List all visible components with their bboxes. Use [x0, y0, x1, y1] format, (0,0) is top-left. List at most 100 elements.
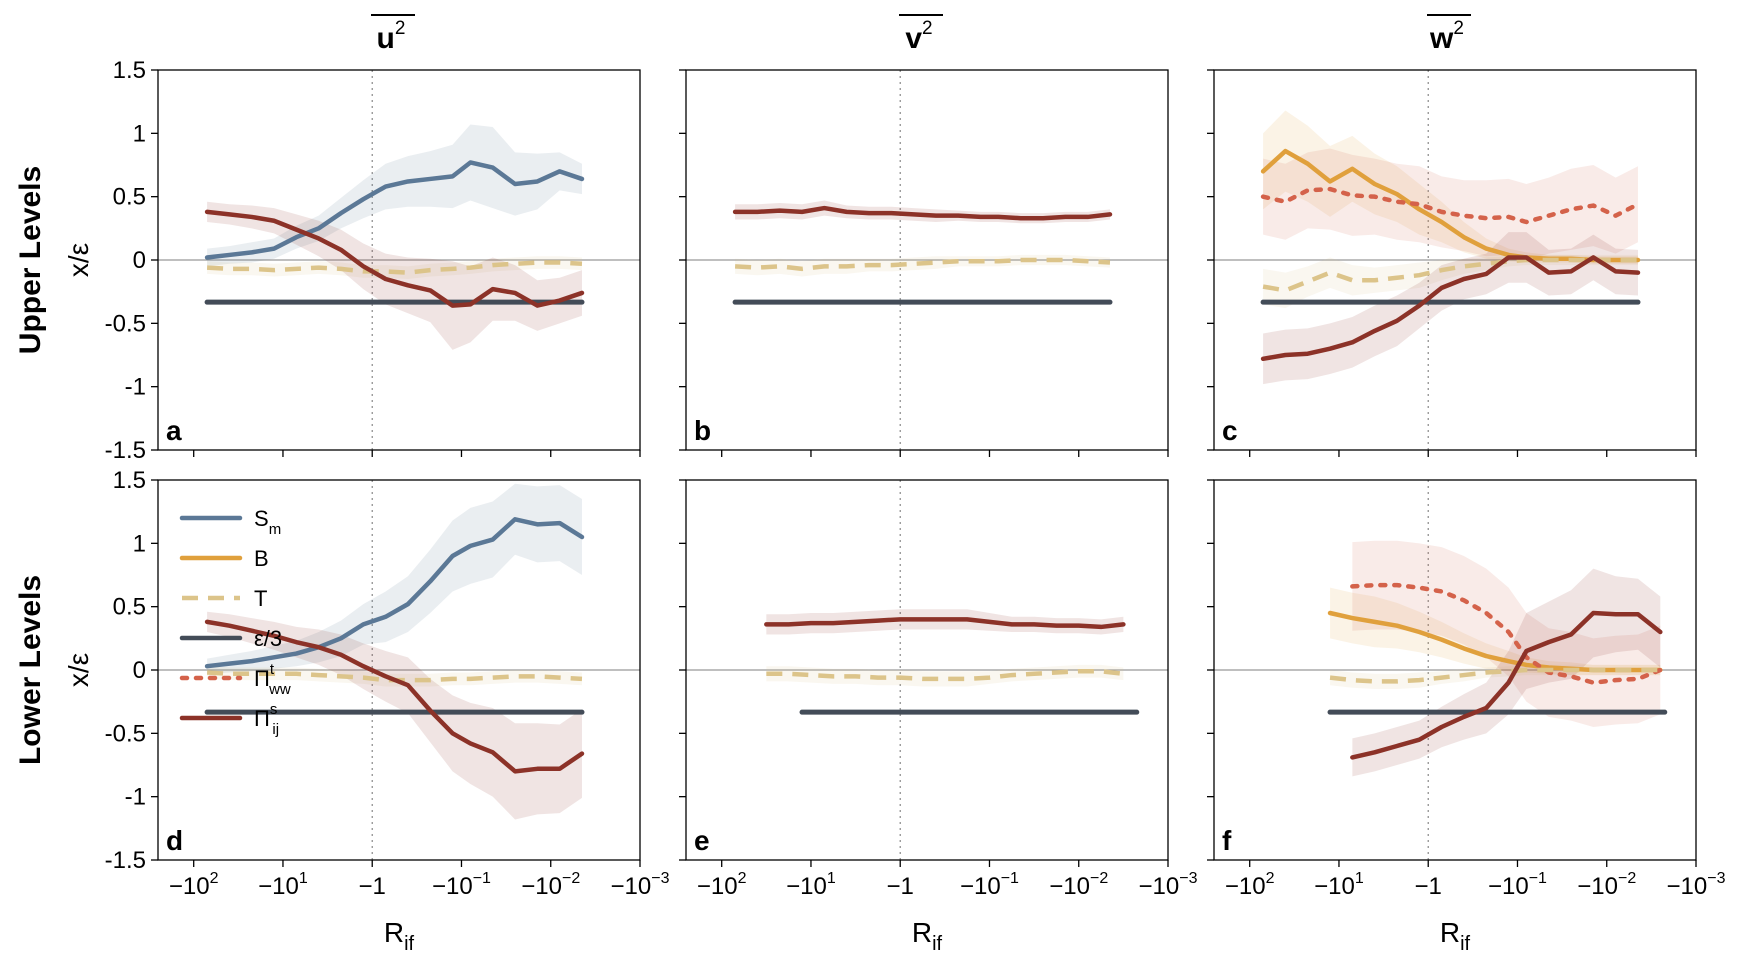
band-Sm — [207, 124, 582, 267]
series-Sm — [204, 517, 585, 669]
column-title-u: u2 — [377, 18, 406, 55]
row-labels: Upper Levels Lower Levels — [14, 166, 47, 765]
panel-d: −102 −101 −1 −10−1 −10−2 −10−3 1.5 1 0.5 0 -0.5 -1 -… — [63, 467, 670, 955]
row-label: Lower Levels — [14, 575, 47, 765]
series-Pis — [764, 617, 1126, 630]
x-tick-label: −101 — [258, 870, 308, 900]
band-Pit — [1352, 540, 1661, 727]
x-tick-label: −10−1 — [432, 870, 491, 900]
band-B — [1263, 110, 1638, 264]
panel-letter: a — [166, 415, 182, 446]
panel-letter: b — [694, 415, 711, 446]
band-T — [766, 664, 1124, 687]
series-Pis — [1260, 255, 1641, 362]
series-Pis — [732, 205, 1113, 221]
panel-b: b — [679, 69, 1169, 457]
plot-area — [1214, 70, 1696, 450]
y-tick-label: -0.5 — [105, 720, 146, 747]
series-T — [1329, 667, 1661, 684]
legend-label-T: T — [254, 586, 267, 611]
legend-label-Pis: Πs ij — [254, 701, 279, 738]
y-axis-title: x/ε — [63, 653, 94, 687]
x-axis-title: Rif — [912, 917, 943, 955]
legend-label-B: B — [254, 546, 269, 571]
panel-e: −102 −101 −1 −10−1 −10−2 −10−3 e Rif — [679, 479, 1198, 955]
y-tick-label: 1.5 — [113, 467, 146, 494]
plot-area — [686, 70, 1168, 450]
legend-label-Sm: Sm — [254, 506, 281, 538]
plot-area — [158, 480, 640, 860]
series-Pis — [204, 619, 585, 774]
plot-area — [158, 70, 640, 450]
column-titles: u2 v2 w2 — [371, 14, 1471, 55]
panels: 1.510.50-0.5-1-1.5ax/εb c−102 −101 −1 −10−1−… — [63, 57, 1726, 955]
y-tick-label: 1 — [133, 530, 146, 557]
band-Sm — [207, 483, 582, 674]
x-tick-label: −101 — [786, 870, 836, 900]
x-tick-label: −1 — [1415, 873, 1442, 900]
x-tick-label: −10−1 — [960, 870, 1019, 900]
band-T — [1263, 254, 1638, 309]
y-tick-label: 0.5 — [113, 184, 146, 211]
band-Pis — [207, 611, 582, 820]
x-tick-label: −10−1 — [1488, 870, 1547, 900]
x-tick-label: −102 — [697, 870, 747, 900]
y-tick-label: 1 — [133, 120, 146, 147]
panel-letter: e — [694, 825, 710, 856]
legend: Sm BTε/3 Πt ww Πs ij — [179, 506, 291, 738]
x-tick-label: −10−2 — [1577, 870, 1636, 900]
x-tick-label: −1 — [359, 873, 386, 900]
panel-c: c — [1207, 69, 1697, 457]
x-tick-label: −10−3 — [1667, 870, 1726, 900]
series-Pis — [1350, 610, 1663, 760]
x-tick-label: −10−2 — [1049, 870, 1108, 900]
panel-letter: d — [166, 825, 183, 856]
y-tick-label: -1 — [125, 784, 146, 811]
legend-label-eps: ε/3 — [254, 626, 282, 651]
band-B — [1330, 587, 1661, 676]
x-axis-title: Rif — [384, 917, 415, 955]
series-T — [766, 669, 1124, 682]
plot-area — [686, 480, 1168, 860]
plot-area — [1214, 480, 1696, 860]
x-tick-label: −101 — [1314, 870, 1364, 900]
panel-a: 1.5 1 0.5 0 -0.5 -1 -1.5 a x/ε — [63, 57, 641, 464]
series-Pis — [204, 209, 585, 308]
x-tick-label: −10−2 — [521, 870, 580, 900]
series-Pit — [1260, 186, 1641, 225]
y-tick-label: -0.5 — [105, 310, 146, 337]
series-Pit — [1350, 582, 1663, 685]
band-Pis — [766, 609, 1124, 635]
y-tick-label: 0.5 — [113, 594, 146, 621]
series-T — [1262, 257, 1638, 293]
y-tick-label: 0 — [133, 657, 146, 684]
x-tick-label: −10−3 — [1139, 870, 1198, 900]
y-tick-label: 1.5 — [113, 57, 146, 84]
x-tick-label: −102 — [169, 870, 219, 900]
band-Pit — [1263, 148, 1638, 260]
series-T — [206, 260, 583, 275]
band-T — [207, 256, 582, 279]
column-title-v: v2 — [905, 18, 932, 55]
band-T — [207, 666, 582, 687]
x-tick-label: −10−3 — [611, 870, 670, 900]
panel-letter: c — [1222, 415, 1238, 446]
y-axis-title: x/ε — [63, 243, 94, 277]
row-label: Upper Levels — [14, 166, 47, 354]
y-tick-label: 0 — [133, 247, 146, 274]
x-tick-label: −102 — [1225, 870, 1275, 900]
x-axis-title: Rif — [1440, 917, 1471, 955]
panel-f: −102 −101 −1 −10−1 −10−2 −10−3 f Rif — [1207, 479, 1726, 955]
column-title-w: w2 — [1429, 18, 1464, 55]
series-Sm — [204, 160, 585, 260]
legend-label-Pit: Πt ww — [254, 661, 291, 698]
y-tick-label: -1.5 — [105, 847, 146, 874]
y-tick-label: -1 — [125, 374, 146, 401]
band-Pis — [207, 201, 582, 350]
x-tick-label: −1 — [887, 873, 914, 900]
panel-letter: f — [1222, 825, 1232, 856]
band-Pis — [1263, 232, 1638, 385]
y-tick-label: -1.5 — [105, 437, 146, 464]
band-T — [735, 254, 1110, 277]
